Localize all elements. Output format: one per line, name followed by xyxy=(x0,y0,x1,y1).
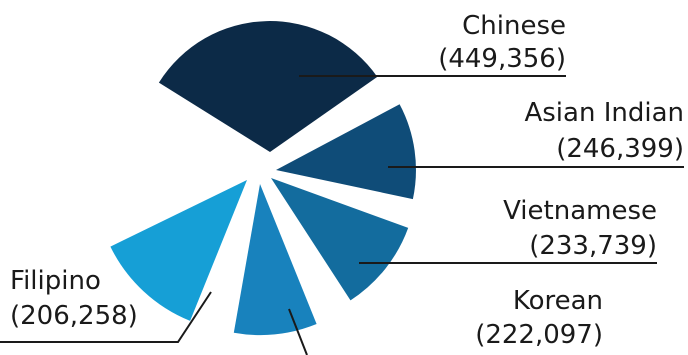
label-filipino-value: (206,258) xyxy=(10,301,138,331)
label-chinese-name: Chinese xyxy=(462,11,566,41)
label-filipino-name: Filipino xyxy=(10,266,101,296)
label-chinese-value: (449,356) xyxy=(438,44,566,74)
pie-slice-vietnamese xyxy=(271,178,409,301)
label-asian-indian-value: (246,399) xyxy=(556,134,684,164)
leader-lines xyxy=(0,75,684,355)
label-asian-indian-name: Asian Indian xyxy=(524,98,684,128)
label-korean-value: (222,097) xyxy=(475,320,603,350)
leader-line-korean xyxy=(288,308,308,355)
pie-slices xyxy=(110,21,416,335)
label-vietnamese-value: (233,739) xyxy=(529,231,657,261)
label-korean-name: Korean xyxy=(513,286,603,316)
pie-slice-chinese xyxy=(158,21,378,153)
leader-line-filipino xyxy=(0,291,212,343)
pie-slice-filipino xyxy=(110,180,248,321)
pie-slice-asian-indian xyxy=(276,104,416,200)
label-vietnamese-name: Vietnamese xyxy=(503,196,657,226)
pie-slice-korean xyxy=(233,184,317,335)
